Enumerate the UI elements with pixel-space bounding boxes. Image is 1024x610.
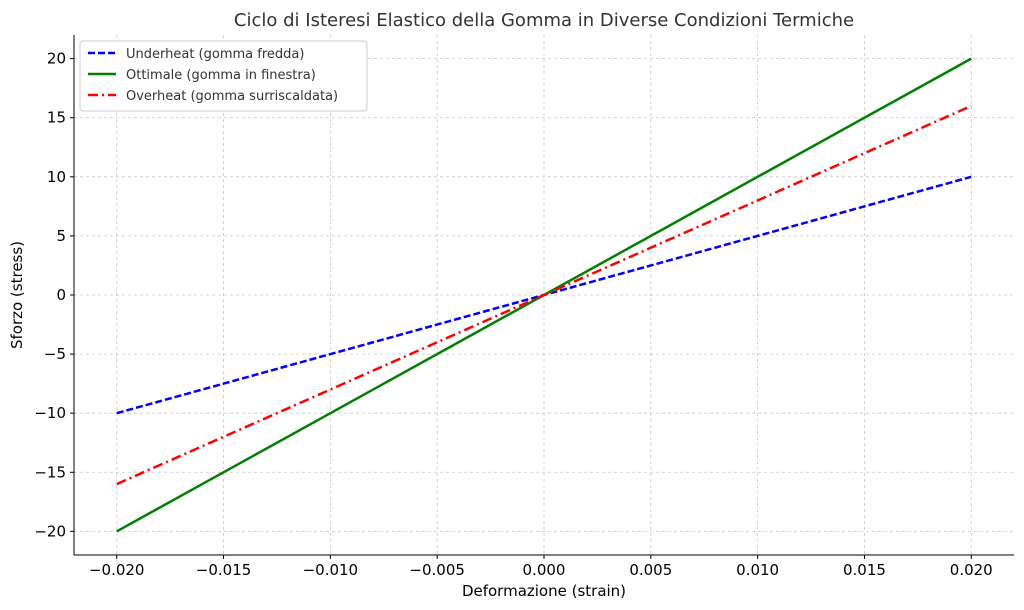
legend-box <box>79 40 368 112</box>
legend-label-1: Ottimale (gomma in finestra) <box>126 68 316 83</box>
grid <box>74 35 1014 555</box>
y-tick-label-0: −20 <box>34 522 66 540</box>
x-tick-label-8: 0.020 <box>950 561 993 579</box>
x-tick-label-0: −0.020 <box>89 561 145 579</box>
y-tick-label-4: 0 <box>56 286 66 304</box>
y-tick-label-3: −5 <box>44 345 66 363</box>
x-tick-label-3: −0.005 <box>409 561 465 579</box>
x-tick-label-7: 0.015 <box>843 561 886 579</box>
x-tick-label-5: 0.005 <box>629 561 672 579</box>
x-tick-label-1: −0.015 <box>196 561 252 579</box>
y-tick-label-2: −10 <box>34 404 66 422</box>
y-tick-label-1: −15 <box>34 463 66 481</box>
y-tick-labels: −20 −15 −10 −5 0 5 10 15 20 <box>34 50 74 540</box>
x-tick-label-6: 0.010 <box>736 561 779 579</box>
x-tick-label-4: 0.000 <box>523 561 566 579</box>
legend-label-0: Underheat (gomma fredda) <box>126 47 304 62</box>
series-group <box>116 57 972 533</box>
y-axis-label: Sforzo (stress) <box>8 241 26 349</box>
chart-title: Ciclo di Isteresi Elastico della Gomma i… <box>234 10 854 31</box>
y-tick-label-6: 10 <box>47 168 66 186</box>
legend: Underheat (gomma fredda) Ottimale (gomma … <box>79 40 368 112</box>
x-axis-label: Deformazione (strain) <box>462 582 626 600</box>
series-line-2 <box>116 104 972 486</box>
legend-label-2: Overheat (gomma surriscaldata) <box>126 89 338 104</box>
x-tick-labels: −0.020 −0.015 −0.010 −0.005 0.000 0.005 0.010 0… <box>89 555 993 579</box>
y-tick-label-8: 20 <box>47 50 66 68</box>
y-tick-label-5: 5 <box>56 227 66 245</box>
x-tick-label-2: −0.010 <box>303 561 359 579</box>
y-tick-label-7: 15 <box>47 109 66 127</box>
